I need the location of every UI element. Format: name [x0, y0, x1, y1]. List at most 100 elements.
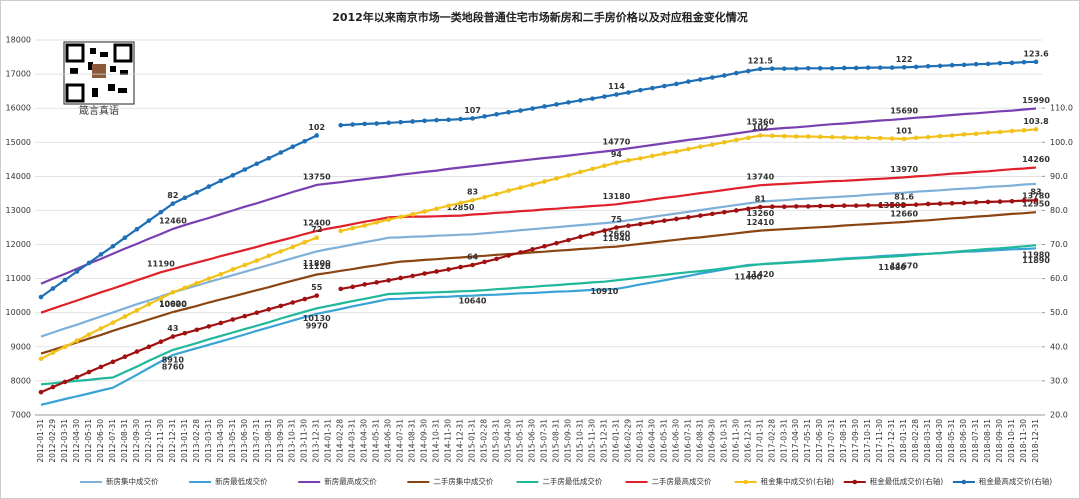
data-label: 11800: [303, 259, 331, 268]
x-tick-label: 2014-01-31: [324, 419, 333, 463]
point: [266, 155, 272, 161]
x-tick-label: 2016-08-31: [695, 419, 704, 463]
point: [937, 133, 943, 139]
point: [614, 160, 619, 166]
data-label: 12850: [447, 203, 475, 212]
point: [805, 204, 811, 209]
point: [769, 133, 775, 139]
point: [889, 202, 895, 208]
point: [74, 269, 80, 274]
point: [901, 202, 907, 208]
x-tick-label: 2014-04-30: [360, 419, 369, 463]
point: [745, 68, 751, 74]
point: [925, 63, 931, 69]
point: [302, 138, 308, 144]
point: [290, 300, 296, 305]
legend-label: 新房最高成交价: [324, 476, 377, 486]
point: [781, 204, 787, 210]
legend-label: 二手房集中成交价: [433, 476, 493, 486]
data-label: 102: [752, 123, 769, 132]
x-tick-label: 2017-04-30: [791, 419, 800, 463]
y2-tick-label: 80.0: [1050, 206, 1068, 215]
point: [518, 250, 523, 255]
x-tick-label: 2017-08-31: [839, 419, 848, 463]
point: [1021, 59, 1027, 65]
point: [626, 90, 631, 95]
point: [170, 334, 176, 339]
point: [230, 267, 236, 272]
point: [434, 269, 439, 274]
series-line: [40, 166, 1037, 314]
data-label: 11680: [878, 263, 906, 272]
point: [662, 218, 667, 223]
point: [278, 303, 284, 309]
x-tick-label: 2017-12-31: [887, 419, 896, 463]
data-label: 11980: [1022, 251, 1050, 260]
series: 10020 11120 11940 12410 12660 12950: [40, 200, 1050, 355]
point: [254, 258, 260, 263]
data-label: 11190: [147, 260, 175, 269]
point: [590, 166, 595, 172]
point: [134, 349, 140, 354]
point: [542, 179, 547, 184]
point: [686, 146, 691, 152]
point: [686, 79, 691, 84]
y2-tick-label: 70.0: [1050, 240, 1068, 249]
x-tick-label: 2017-03-31: [779, 419, 788, 463]
data-label: 12460: [159, 216, 187, 225]
point: [62, 344, 68, 350]
x-tick-label: 2012-01-31: [36, 419, 45, 463]
point: [745, 206, 751, 212]
point: [74, 374, 80, 380]
y2-tick-label: 50.0: [1050, 308, 1068, 317]
x-tick-label: 2015-01-31: [468, 419, 477, 463]
point: [74, 338, 80, 343]
point: [638, 87, 643, 93]
point: [182, 195, 188, 201]
x-tick-label: 2018-02-28: [911, 419, 920, 463]
x-tick-label: 2016-01-31: [611, 419, 620, 463]
data-label: 122: [896, 55, 913, 64]
data-label: 10910: [591, 287, 619, 296]
data-label: 11670: [890, 261, 918, 270]
point: [86, 369, 92, 375]
point: [769, 66, 775, 71]
point: [853, 65, 859, 71]
point: [710, 211, 715, 217]
series: 8910 10130 10640 10910 11420 11670 11980: [40, 244, 1050, 386]
series: 43 55 64 75 81 81.6 83: [38, 188, 1042, 395]
point: [877, 203, 883, 208]
x-tick-label: 2013-05-31: [228, 419, 237, 463]
x-tick-label: 2016-07-31: [683, 419, 692, 463]
point: [961, 132, 967, 137]
point: [949, 133, 955, 138]
data-label: 12660: [890, 210, 918, 219]
point: [961, 200, 967, 206]
point: [853, 203, 859, 208]
point: [578, 169, 583, 175]
point: [110, 359, 116, 365]
point: [266, 253, 272, 259]
y2-tick-label: 30.0: [1050, 376, 1068, 385]
point: [194, 190, 200, 195]
point: [278, 150, 284, 155]
point: [817, 134, 823, 140]
x-tick-label: 2013-12-31: [312, 419, 321, 463]
point: [1033, 127, 1039, 132]
point: [781, 66, 787, 71]
point: [805, 65, 811, 71]
y-tick-label: 17000: [6, 70, 31, 79]
point: [769, 204, 775, 210]
data-label: 11120: [303, 262, 331, 271]
x-tick-label: 2015-05-31: [516, 419, 525, 463]
legend-marker: [743, 479, 748, 485]
point: [949, 200, 955, 206]
point: [338, 228, 343, 234]
data-label: 83: [467, 188, 478, 197]
point: [734, 137, 739, 143]
data-label: 15690: [890, 106, 918, 115]
point: [134, 226, 140, 232]
point: [865, 203, 871, 208]
point: [422, 271, 427, 276]
